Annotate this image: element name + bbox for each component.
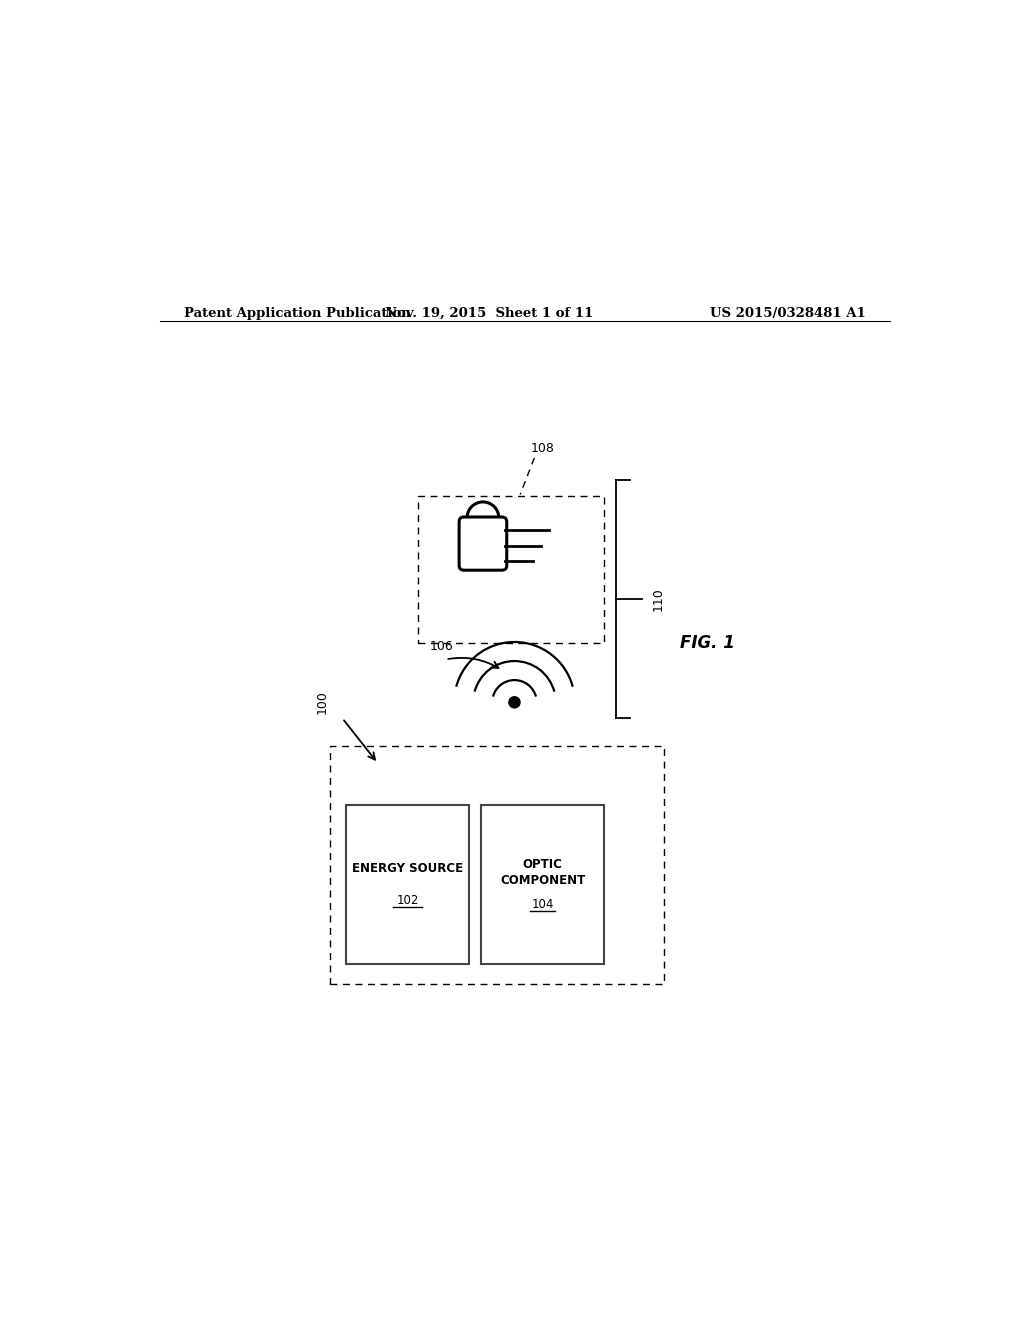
Bar: [346, 805, 469, 964]
Bar: [418, 496, 604, 643]
Bar: [331, 746, 664, 983]
Text: 104: 104: [531, 898, 554, 911]
Bar: [486, 810, 609, 969]
Circle shape: [509, 697, 520, 708]
Text: 110: 110: [652, 587, 665, 611]
FancyBboxPatch shape: [459, 517, 507, 570]
Text: OPTIC: OPTIC: [522, 858, 562, 871]
Text: FIG. 1: FIG. 1: [680, 634, 735, 652]
Text: Nov. 19, 2015  Sheet 1 of 11: Nov. 19, 2015 Sheet 1 of 11: [385, 308, 593, 319]
Text: ENERGY SOURCE: ENERGY SOURCE: [352, 862, 463, 875]
Text: COMPONENT: COMPONENT: [500, 874, 586, 887]
Bar: [481, 805, 604, 964]
Text: US 2015/0328481 A1: US 2015/0328481 A1: [711, 308, 866, 319]
Bar: [351, 810, 474, 969]
Text: 102: 102: [396, 894, 419, 907]
Text: 108: 108: [530, 442, 554, 455]
Text: Patent Application Publication: Patent Application Publication: [183, 308, 411, 319]
Text: 106: 106: [430, 640, 454, 653]
Text: 100: 100: [316, 690, 329, 714]
